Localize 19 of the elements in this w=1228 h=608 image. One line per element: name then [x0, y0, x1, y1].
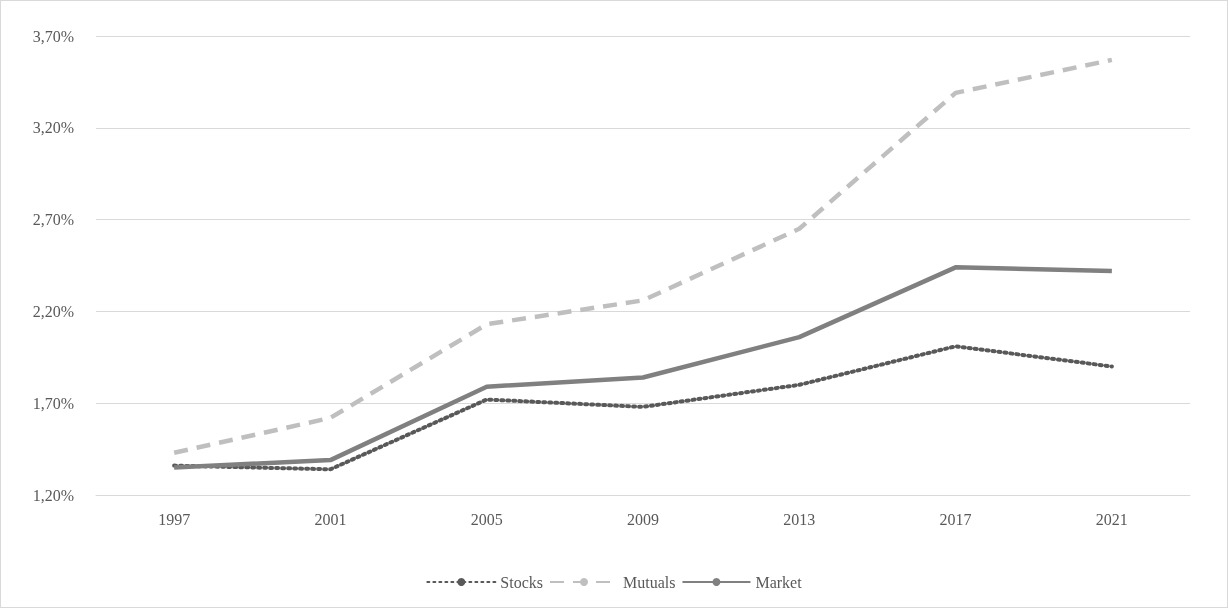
- y-tick-label: 3,20%: [32, 119, 74, 137]
- y-tick-label: 3,70%: [32, 27, 74, 45]
- y-tick-label: 2,70%: [32, 211, 74, 229]
- x-tick-label: 2009: [627, 510, 659, 528]
- y-tick-label: 2,20%: [32, 302, 74, 320]
- legend-label: Mutuals: [623, 573, 676, 591]
- line-series: [171, 265, 1115, 470]
- line-series: [171, 57, 1115, 456]
- legend-label: Market: [755, 573, 803, 591]
- x-tick-label: 2021: [1095, 510, 1128, 528]
- x-tick-label: 2005: [470, 510, 503, 528]
- legend-label: Stocks: [500, 573, 544, 591]
- x-tick-label: 2001: [314, 510, 347, 528]
- x-tick-label: 1997: [158, 510, 191, 528]
- line-series: [172, 344, 1114, 472]
- x-tick-label: 2013: [783, 510, 816, 528]
- y-tick-label: 1,20%: [32, 486, 74, 504]
- x-tick-label: 2017: [939, 510, 972, 528]
- y-tick-label: 1,70%: [32, 394, 74, 412]
